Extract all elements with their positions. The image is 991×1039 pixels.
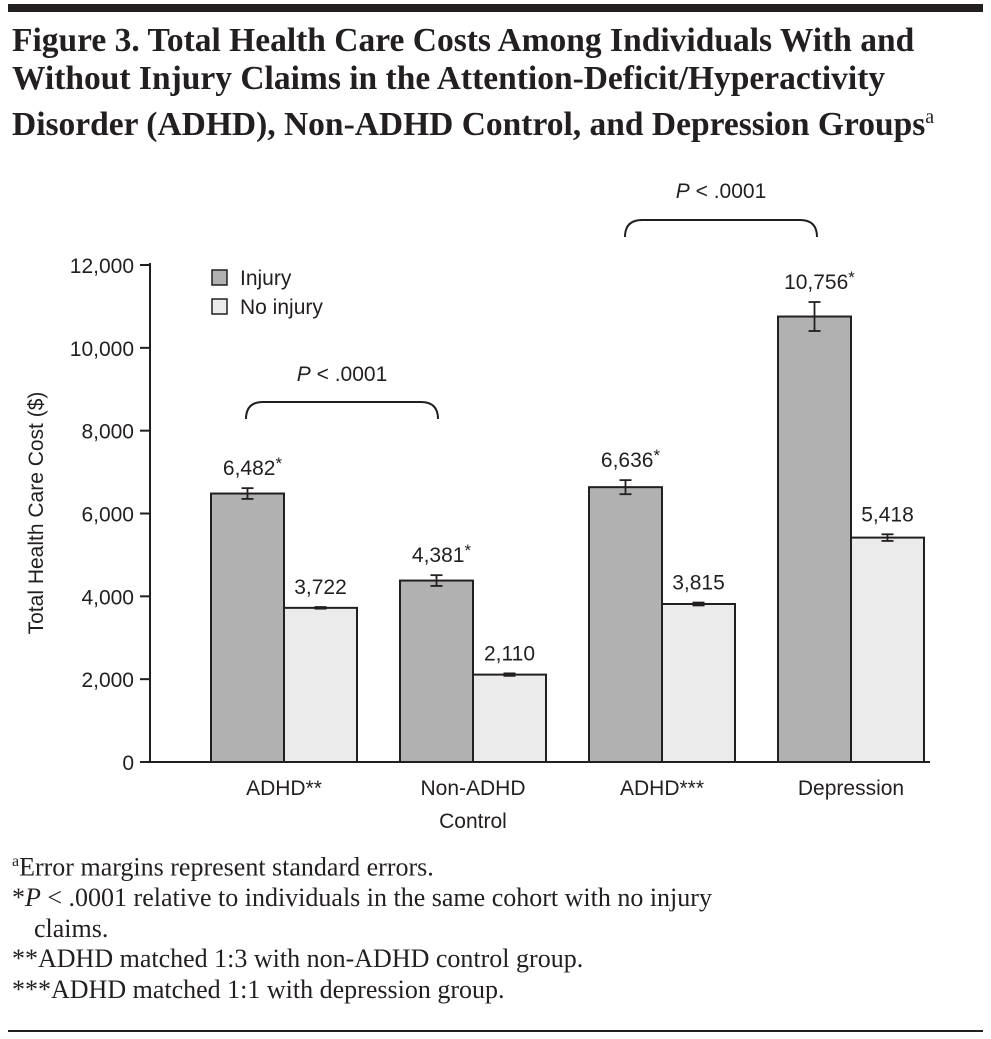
- bar-injury: [588, 486, 663, 763]
- data-label: 5,418: [861, 503, 914, 526]
- y-tick-label: 8,000: [81, 421, 134, 444]
- y-tick-label: 4,000: [81, 586, 134, 609]
- data-label: 3,815: [672, 572, 725, 595]
- footnote-star-mark: *: [12, 883, 25, 913]
- legend-label: No injury: [240, 296, 323, 319]
- bar-injury: [777, 315, 852, 763]
- data-label: 10,756*: [784, 268, 855, 294]
- footnotes: aError margins represent standard errors…: [12, 847, 712, 1005]
- title-text: Figure 3. Total Health Care Costs Among …: [12, 22, 926, 144]
- y-tick-label: 2,000: [81, 669, 134, 692]
- footnote-double-star: **ADHD matched 1:3 with non-ADHD control…: [12, 944, 584, 974]
- legend-label: Injury: [240, 267, 292, 290]
- x-tick-label: Control: [439, 810, 507, 833]
- data-label: 3,722: [294, 576, 347, 599]
- footnote-star-p: P: [25, 883, 41, 913]
- footnote-star: *P < .0001 relative to individuals in th…: [12, 883, 712, 914]
- legend-swatch: [211, 298, 228, 315]
- bar-no-injury: [283, 606, 358, 763]
- bar-chart: 0 2,000 4,000 6,000 8,000 10,000 12,000 Total H…: [25, 180, 930, 833]
- y-tick-label: 0: [122, 752, 134, 775]
- footnote-a-text: Error margins represent standard errors.: [19, 852, 434, 882]
- bar-no-injury: [472, 673, 547, 764]
- y-tick-label: 10,000: [70, 338, 134, 361]
- bar-no-injury: [850, 536, 925, 763]
- top-rule: [8, 4, 983, 12]
- bottom-rule: [8, 1030, 983, 1032]
- footnote-star-text: < .0001 relative to individuals in the s…: [40, 883, 712, 913]
- y-tick-label: 6,000: [81, 504, 134, 527]
- data-label: 4,381*: [412, 541, 472, 567]
- legend-swatch: [211, 269, 228, 286]
- footnote-star-text-cont: claims.: [34, 913, 109, 943]
- x-tick-label: Depression: [798, 777, 904, 800]
- figure-title: Figure 3. Total Health Care Costs Among …: [12, 22, 987, 144]
- data-label: 6,482*: [223, 454, 283, 480]
- data-label: 2,110: [484, 642, 535, 665]
- footnote-a-mark: a: [12, 853, 20, 870]
- significance-label: P < .0001: [297, 363, 388, 386]
- significance-bracket: [624, 219, 818, 238]
- bar-injury: [210, 492, 285, 763]
- significance-bracket: [245, 401, 439, 420]
- significance-label: P < .0001: [676, 180, 767, 203]
- footnote-triple-star: ***ADHD matched 1:1 with depression grou…: [12, 974, 505, 1004]
- y-tick-label: 12,000: [70, 255, 134, 278]
- y-axis-label: Total Health Care Cost ($): [25, 392, 48, 635]
- title-superscript: a: [925, 106, 935, 128]
- footnote-a: aError margins represent standard errors…: [12, 847, 712, 883]
- bar-no-injury: [661, 602, 736, 763]
- x-tick-label: ADHD***: [620, 777, 704, 800]
- x-tick-label: ADHD**: [246, 777, 322, 800]
- data-label: 6,636*: [601, 446, 661, 472]
- x-tick-label: Non-ADHD: [420, 777, 525, 800]
- bar-injury: [399, 579, 474, 763]
